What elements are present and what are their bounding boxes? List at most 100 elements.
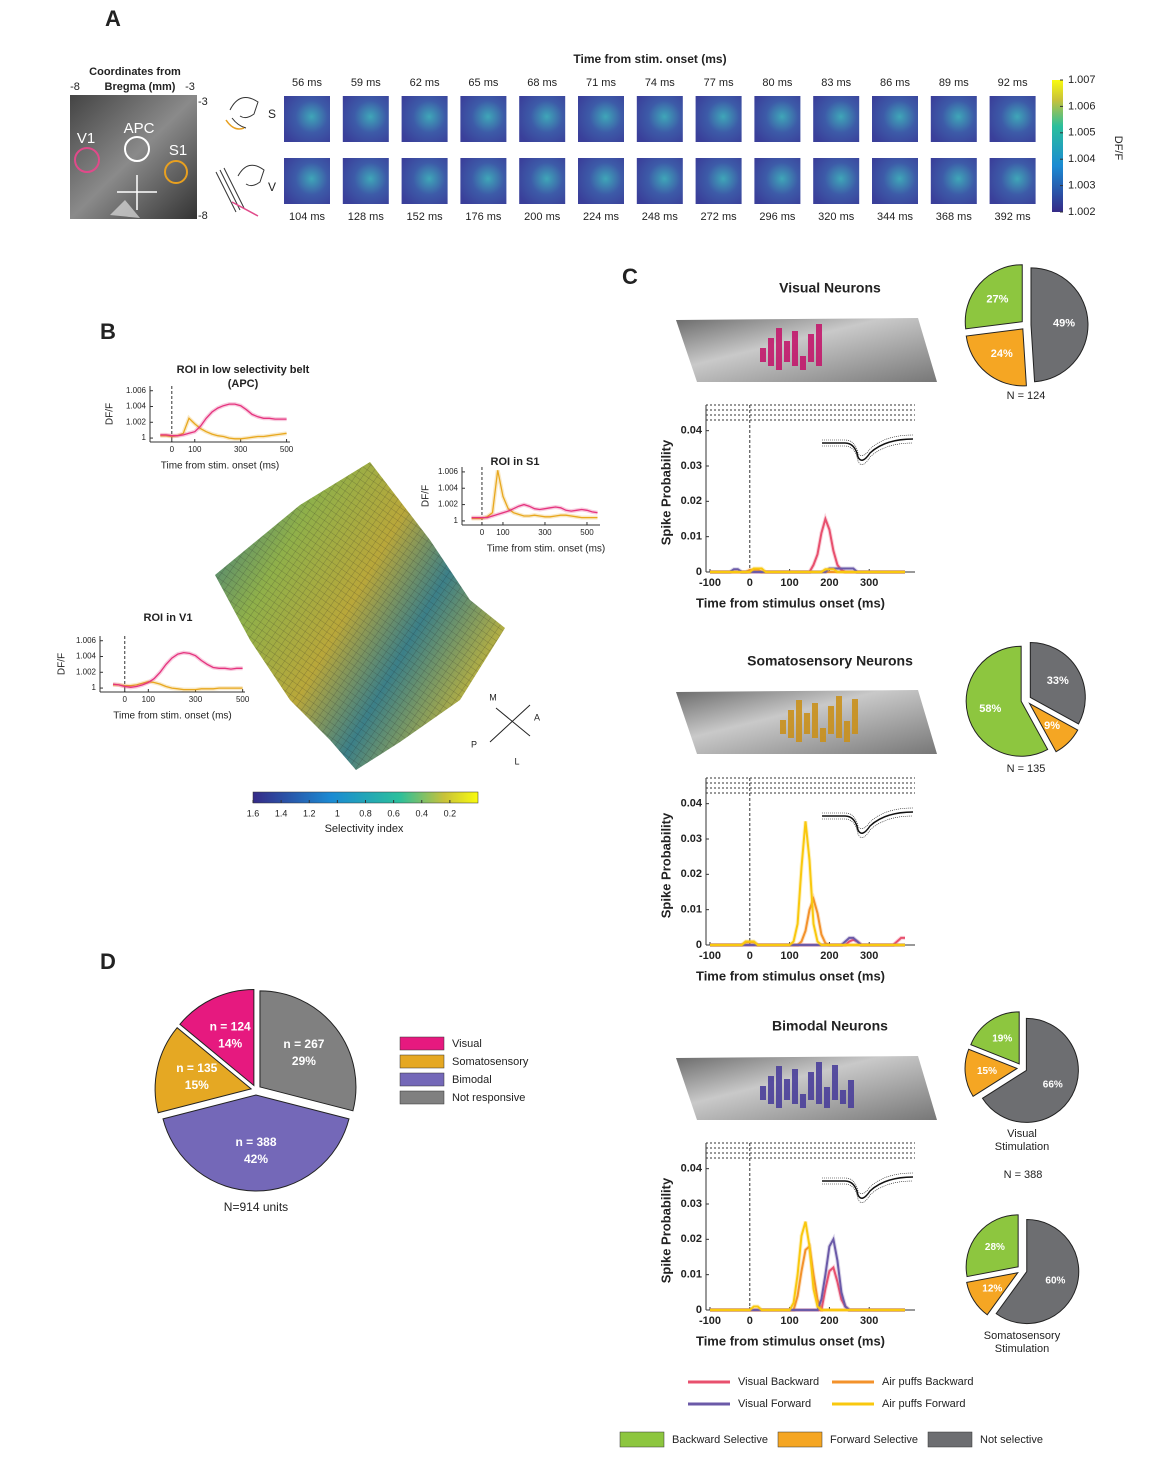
y-tick-label: 0.03 bbox=[681, 1198, 702, 1210]
y-axis-label: DF/F bbox=[421, 485, 432, 507]
image-frame bbox=[284, 96, 330, 142]
image-frame bbox=[578, 158, 624, 204]
chart-title: ROI in low selectivity belt bbox=[177, 364, 310, 376]
waveform bbox=[822, 443, 913, 465]
neuron-bar bbox=[840, 1090, 846, 1104]
chart-title: Bimodal Neurons bbox=[772, 1018, 888, 1034]
image-frame bbox=[460, 96, 506, 142]
pie-label: 15% bbox=[185, 1078, 209, 1092]
neuron-bar bbox=[816, 1062, 822, 1104]
y-tick-label: 1.002 bbox=[76, 667, 97, 676]
frame-time: 71 ms bbox=[586, 77, 616, 89]
neuron-bar bbox=[788, 710, 794, 738]
chart-title: ROI in V1 bbox=[144, 612, 193, 624]
colorbar-tick-label: 0.2 bbox=[444, 808, 457, 818]
x-tick-label: 200 bbox=[820, 950, 838, 962]
neuron-bar bbox=[808, 334, 814, 362]
image-frame bbox=[343, 96, 389, 142]
x-tick-label: 0 bbox=[123, 695, 128, 704]
legend-swatch bbox=[400, 1055, 444, 1068]
frame-time: 59 ms bbox=[351, 77, 381, 89]
y-tick-label: 0.04 bbox=[681, 798, 703, 810]
pie-label: 60% bbox=[1045, 1276, 1065, 1287]
x-tick-label: 0 bbox=[747, 577, 753, 589]
x-tick-label: 300 bbox=[860, 577, 878, 589]
count-label: n = 124 bbox=[210, 1019, 251, 1033]
row-label: S bbox=[268, 107, 276, 121]
legend-label: Air puffs Forward bbox=[882, 1398, 966, 1410]
count-label: n = 388 bbox=[235, 1135, 276, 1149]
count-label: n = 267 bbox=[283, 1037, 324, 1051]
x-tick-label: 100 bbox=[780, 950, 798, 962]
image-frame bbox=[402, 158, 448, 204]
content: A B C D Time from stim. onset (ms) Coord… bbox=[57, 6, 1124, 1447]
colorbar-tick-label: 1.003 bbox=[1068, 180, 1096, 192]
n-label: N = 388 bbox=[1004, 1169, 1043, 1181]
x-tick-label: 100 bbox=[780, 1315, 798, 1327]
y-tick-label: 1.006 bbox=[76, 636, 97, 645]
legend-label: Visual bbox=[452, 1038, 482, 1050]
y-axis-label: Spike Probability bbox=[658, 812, 673, 918]
x-axis-label: Time from stim. onset (ms) bbox=[113, 711, 232, 722]
x-axis-label: Time from stimulus onset (ms) bbox=[696, 1333, 885, 1348]
legend-swatch bbox=[620, 1432, 664, 1447]
frame-time: 89 ms bbox=[939, 77, 969, 89]
y-axis-label: Spike Probability bbox=[658, 439, 673, 545]
mouse-icon bbox=[238, 165, 264, 185]
frame-time: 248 ms bbox=[642, 211, 679, 223]
series-envelope bbox=[710, 1246, 905, 1310]
colorbar-tick-label: 1 bbox=[335, 808, 340, 818]
x-tick-label: 0 bbox=[747, 950, 753, 962]
neuron-bar bbox=[808, 1072, 814, 1100]
pie-label: 12% bbox=[982, 1283, 1002, 1294]
legend-swatch bbox=[400, 1073, 444, 1086]
y-tick-label: 1 bbox=[142, 433, 147, 442]
pie-label: 15% bbox=[977, 1066, 997, 1077]
colorbar-tick-label: 0.4 bbox=[415, 808, 428, 818]
compass-label: M bbox=[489, 692, 497, 702]
pie-caption: N = 124 bbox=[1007, 390, 1046, 402]
chart-title: Somatosensory Neurons bbox=[747, 653, 913, 669]
figure: A B C D Time from stim. onset (ms) Coord… bbox=[0, 0, 1164, 1475]
coord-label: -8 bbox=[70, 81, 80, 93]
image-frame bbox=[284, 158, 330, 204]
y-axis-label: DF/F bbox=[57, 653, 68, 675]
y-tick-label: 1.004 bbox=[126, 402, 147, 411]
x-axis-label: Time from stimulus onset (ms) bbox=[696, 595, 885, 610]
coord-label: -3 bbox=[185, 81, 195, 93]
pie-label: 42% bbox=[244, 1152, 268, 1166]
x-tick-label: -100 bbox=[699, 1315, 721, 1327]
x-tick-label: -100 bbox=[699, 577, 721, 589]
pie-caption: Visual bbox=[1007, 1128, 1037, 1140]
row-label: V bbox=[268, 180, 276, 194]
frame-time: 77 ms bbox=[704, 77, 734, 89]
legend-swatch bbox=[400, 1037, 444, 1050]
pie-label: 14% bbox=[218, 1036, 242, 1050]
legend-label: Air puffs Backward bbox=[882, 1376, 974, 1388]
frame-time: 56 ms bbox=[292, 77, 322, 89]
series-envelope bbox=[710, 1268, 905, 1310]
series-line bbox=[710, 899, 905, 945]
y-tick-label: 0.03 bbox=[681, 833, 702, 845]
image-frame bbox=[813, 96, 859, 142]
series-envelope bbox=[113, 653, 243, 688]
colorbar-tick-label: 1.005 bbox=[1068, 127, 1096, 139]
pie-label: 66% bbox=[1043, 1080, 1063, 1091]
x-tick-label: 100 bbox=[142, 695, 156, 704]
frame-time: 128 ms bbox=[348, 211, 385, 223]
x-tick-label: 300 bbox=[538, 528, 552, 537]
x-tick-label: 300 bbox=[189, 695, 203, 704]
legend-swatch bbox=[928, 1432, 972, 1447]
colorbar-label: DF/F bbox=[1112, 136, 1124, 161]
waveform bbox=[822, 1181, 913, 1203]
y-axis-label: Spike Probability bbox=[658, 1177, 673, 1283]
image-frame bbox=[872, 158, 918, 204]
legend-label: Forward Selective bbox=[830, 1434, 918, 1446]
colorbar-tick-label: 0.6 bbox=[387, 808, 400, 818]
pie-caption: N=914 units bbox=[224, 1200, 288, 1214]
brain-slab bbox=[676, 318, 937, 382]
neuron-bar bbox=[832, 1065, 838, 1100]
colorbar-tick-label: 0.8 bbox=[359, 808, 372, 818]
image-frame bbox=[578, 96, 624, 142]
compass-label: P bbox=[471, 739, 477, 749]
